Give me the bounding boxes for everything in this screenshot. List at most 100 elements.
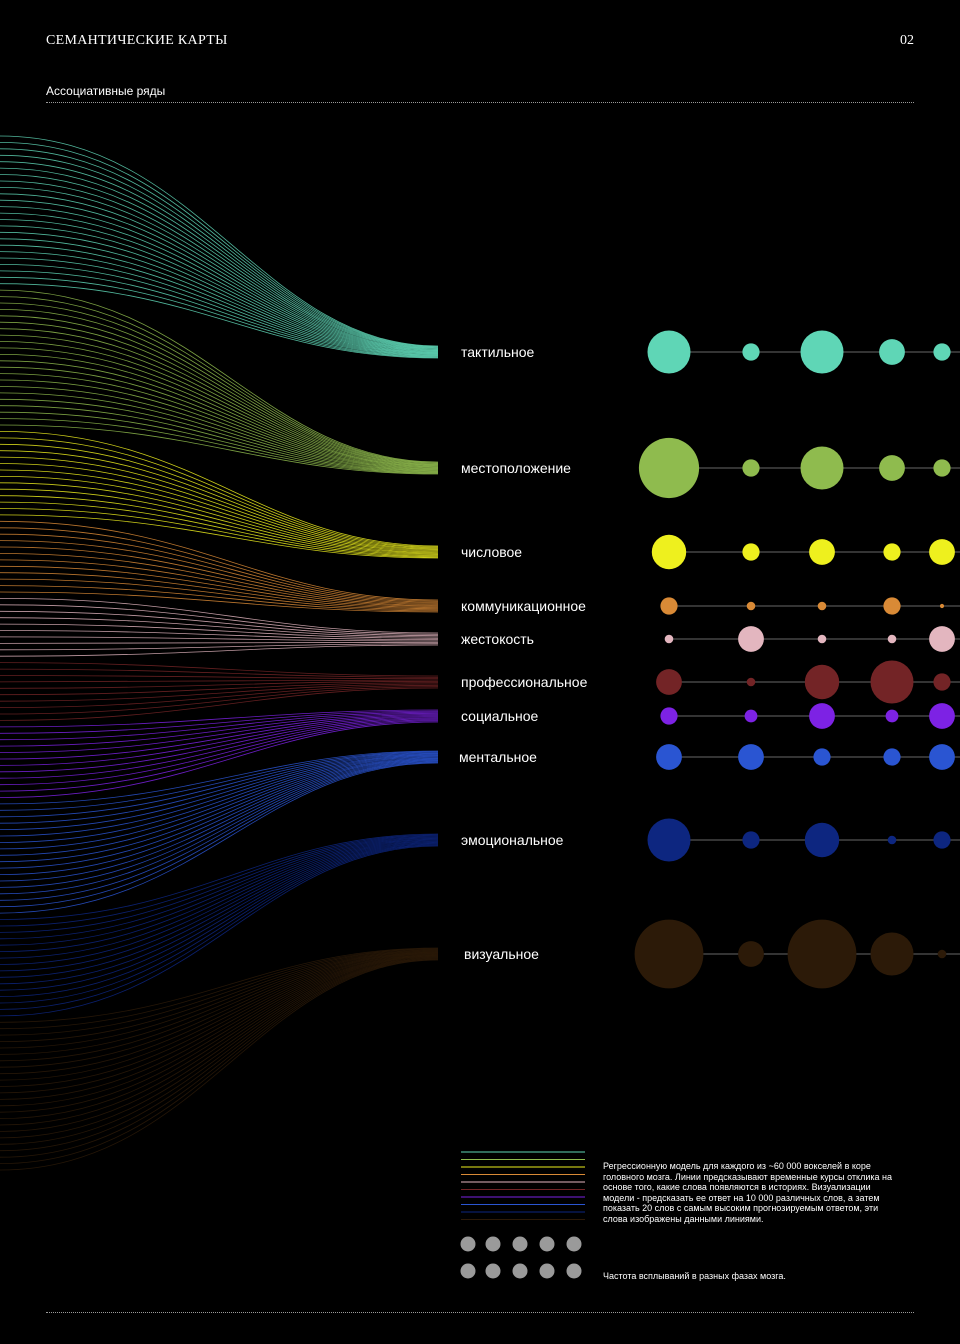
flow-line <box>0 948 439 1030</box>
flow-lines <box>0 135 439 1171</box>
flow-line <box>0 231 439 355</box>
frequency-dot <box>887 835 897 845</box>
flow-line <box>0 759 439 888</box>
flow-line <box>0 844 439 1004</box>
flow-line <box>0 720 439 792</box>
category-row: коммуникационное <box>461 597 960 615</box>
flow-line <box>0 845 439 1017</box>
flow-line <box>0 206 439 353</box>
frequency-dot <box>817 634 827 644</box>
frequency-dot <box>809 703 835 729</box>
frequency-dot <box>738 744 764 770</box>
frequency-dot <box>647 330 691 374</box>
flow-line <box>0 753 439 830</box>
flow-line <box>0 469 439 552</box>
frequency-dot <box>742 459 760 477</box>
flow-line <box>0 836 439 940</box>
flow-line <box>0 751 439 811</box>
frequency-dot <box>787 919 857 989</box>
frequency-dot <box>817 601 827 611</box>
flow-line <box>0 411 439 474</box>
flow-line <box>0 954 439 1113</box>
frequency-dot <box>885 709 899 723</box>
legend-dot <box>512 1263 528 1279</box>
flow-line <box>0 755 439 850</box>
flow-line <box>0 623 439 639</box>
flow-line <box>0 437 439 548</box>
flow-line <box>0 950 439 1062</box>
flow-line <box>0 598 439 634</box>
flow-line <box>0 833 439 920</box>
bottom-divider <box>46 1312 914 1313</box>
category-row: социальное <box>461 703 960 729</box>
flow-line <box>0 405 439 473</box>
flow-line <box>0 714 439 753</box>
flow-line <box>0 334 439 467</box>
flow-line <box>0 309 439 465</box>
frequency-dot <box>660 597 678 615</box>
frequency-dot <box>933 459 951 477</box>
flow-line <box>0 959 439 1164</box>
flow-line <box>0 951 439 1075</box>
frequency-dot <box>746 601 756 611</box>
frequency-dot <box>800 446 844 490</box>
legend-dot <box>460 1236 476 1252</box>
legend-dot <box>512 1236 528 1252</box>
frequency-dot <box>937 949 947 959</box>
legend-dot <box>539 1236 555 1252</box>
flow-line <box>0 161 439 349</box>
flow-line <box>0 302 439 464</box>
category-rows: тактильное местоположение числовое коммуник… <box>459 330 960 989</box>
flow-line <box>0 328 439 466</box>
flow-line <box>0 757 439 869</box>
flow-line <box>0 495 439 556</box>
page-title: СЕМАНТИЧЕСКИЕ КАРТЫ <box>46 33 228 48</box>
category-label: коммуникационное <box>461 598 586 614</box>
flow-line <box>0 559 439 607</box>
flow-line <box>0 373 439 470</box>
flow-line <box>0 154 439 348</box>
flow-line <box>0 488 439 555</box>
legend-dot <box>460 1263 476 1279</box>
category-label: эмоциональное <box>461 832 564 848</box>
frequency-dot <box>929 703 955 729</box>
flow-line <box>0 956 439 1132</box>
legend-dot <box>566 1263 582 1279</box>
section-subtitle: Ассоциативные ряды <box>46 84 166 98</box>
flow-line <box>0 949 439 1042</box>
flow-line <box>0 762 439 914</box>
flow-line <box>0 719 439 786</box>
legend-dot <box>566 1236 582 1252</box>
frequency-dot <box>879 339 905 365</box>
frequency-dot <box>634 919 704 989</box>
flow-line <box>0 952 439 1087</box>
flow-line <box>0 187 439 351</box>
flow-line <box>0 167 439 349</box>
frequency-dot <box>744 709 758 723</box>
flow-line <box>0 341 439 467</box>
frequency-dot <box>746 677 756 687</box>
flow-line <box>0 527 439 602</box>
flow-line <box>0 840 439 978</box>
flow-line <box>0 954 439 1107</box>
flow-line <box>0 959 439 1171</box>
category-row: местоположение <box>461 437 960 499</box>
flow-line <box>0 578 439 611</box>
category-label: числовое <box>461 544 522 560</box>
category-row: жестокость <box>461 626 960 652</box>
frequency-dot <box>656 744 682 770</box>
flow-line <box>0 752 439 824</box>
flow-line <box>0 431 439 547</box>
category-row: визуальное <box>464 919 960 989</box>
frequency-dot <box>929 744 955 770</box>
category-label: визуальное <box>464 946 539 962</box>
flow-line <box>0 565 439 608</box>
flow-line <box>0 321 439 466</box>
flow-line <box>0 193 439 352</box>
flow-line <box>0 251 439 356</box>
flow-line <box>0 360 439 469</box>
flow-line <box>0 716 439 766</box>
flow-line <box>0 296 439 463</box>
flow-line <box>0 276 439 358</box>
legend-dot <box>485 1236 501 1252</box>
